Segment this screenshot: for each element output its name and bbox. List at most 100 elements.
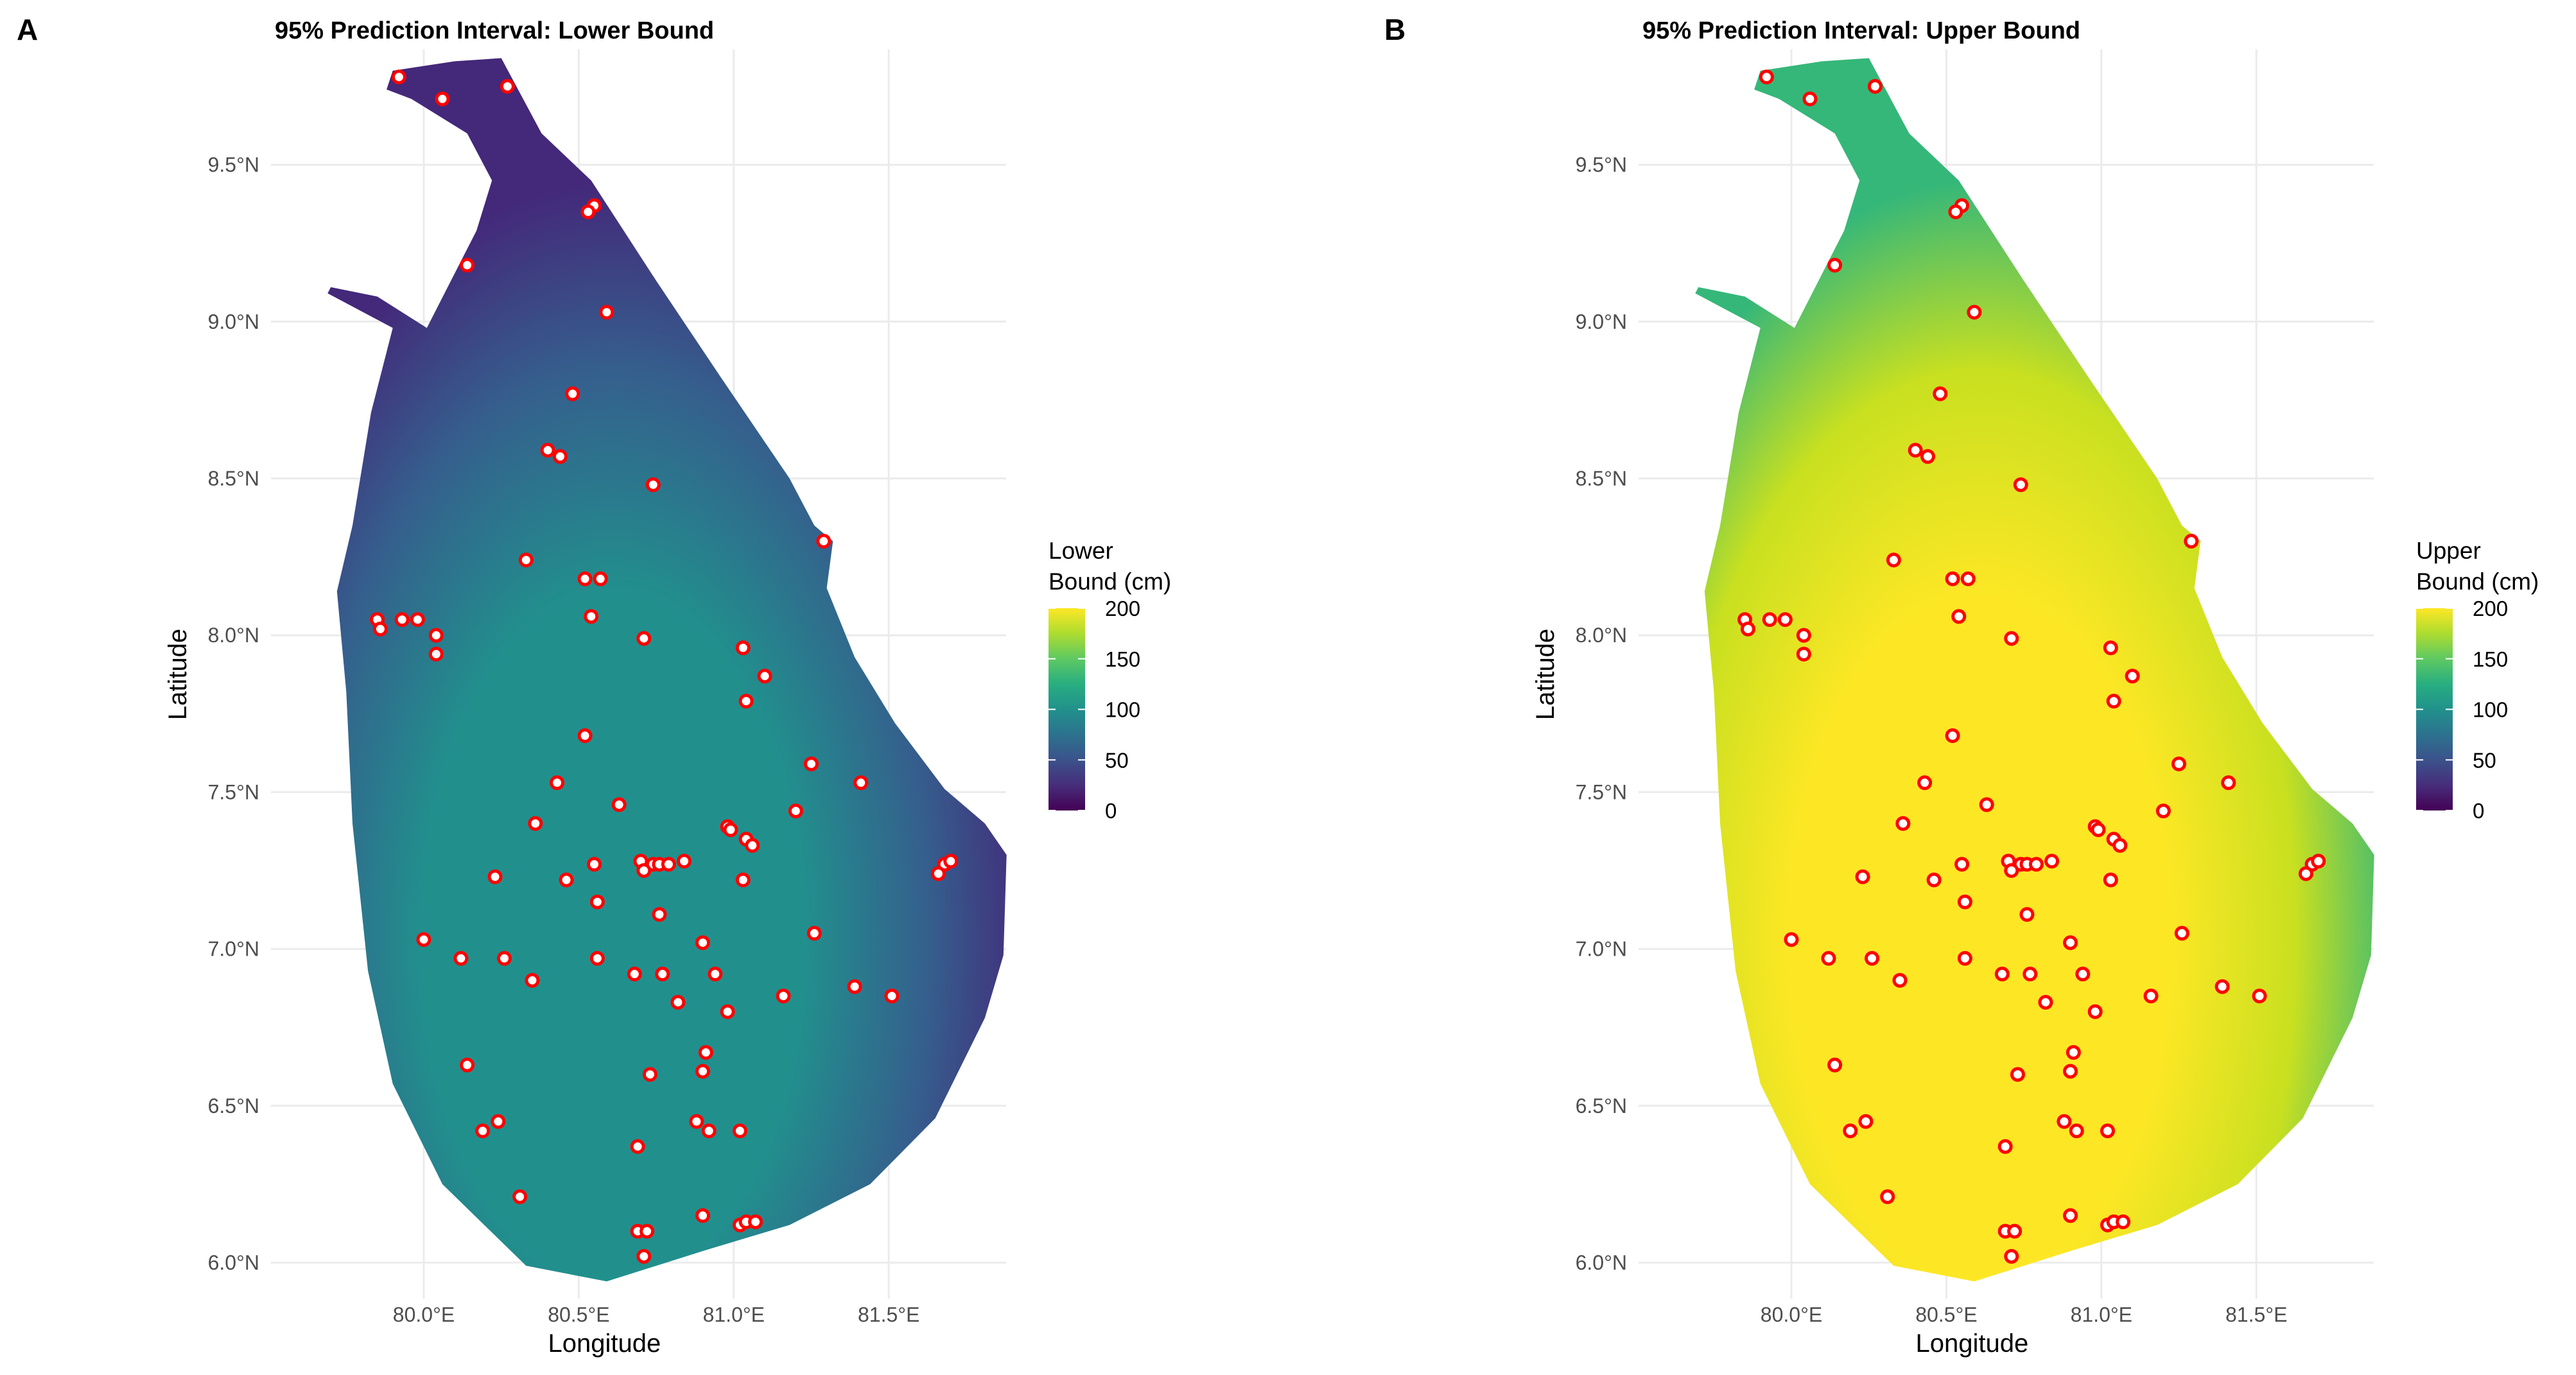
sampling-site-point xyxy=(677,854,692,869)
sampling-site-point xyxy=(708,967,723,982)
y-tick-label: 6.5°N xyxy=(208,1094,259,1117)
sampling-site-point xyxy=(2063,1064,2078,1079)
sampling-site-point xyxy=(2112,837,2128,853)
x-tick-label: 81.5°E xyxy=(2225,1303,2287,1326)
sampling-site-point xyxy=(1917,775,1933,791)
sampling-site-point xyxy=(599,304,614,320)
x-tick-label: 80.5°E xyxy=(548,1303,609,1326)
sampling-site-point xyxy=(1827,258,1843,273)
colorbar-tick-label: 150 xyxy=(2473,647,2508,671)
sampling-site-point xyxy=(1796,627,1811,643)
colorbar-tick-label: 0 xyxy=(2473,799,2484,823)
sri-lanka-raster xyxy=(1695,58,2374,1282)
sampling-site-point xyxy=(804,756,819,771)
map-panel-b: B 95% Prediction Interval: Upper Bound 80.… xyxy=(1384,13,2539,1358)
sampling-site-point xyxy=(652,907,667,922)
legend-title: Lower xyxy=(1049,538,1113,564)
x-axis-title: Longitude xyxy=(548,1329,661,1358)
y-tick-label: 7.5°N xyxy=(208,780,259,803)
sampling-site-point xyxy=(435,91,450,107)
sampling-site-point xyxy=(1827,1057,1843,1073)
sampling-site-point xyxy=(428,647,444,662)
panel-title: 95% Prediction Interval: Lower Bound xyxy=(275,17,714,44)
sampling-site-point xyxy=(2221,775,2236,791)
sampling-site-point xyxy=(528,816,543,831)
sampling-site-point xyxy=(580,204,596,220)
panel-title: 95% Prediction Interval: Upper Bound xyxy=(1642,17,2080,44)
y-tick-label: 9.0°N xyxy=(1576,310,1627,333)
legend-title: Bound (cm) xyxy=(2416,568,2539,595)
sampling-site-point xyxy=(577,728,593,743)
sampling-site-point xyxy=(1821,950,1836,966)
y-tick-label: 6.5°N xyxy=(1576,1094,1627,1117)
sampling-site-point xyxy=(1867,79,1883,94)
sampling-site-point xyxy=(1994,967,2010,982)
sampling-site-point xyxy=(394,612,410,627)
sampling-site-point xyxy=(735,872,751,888)
sampling-site-point xyxy=(2023,967,2038,982)
colorbar-tick-label: 200 xyxy=(2473,597,2508,620)
sampling-site-point xyxy=(1957,950,1972,966)
x-tick-label: 81.0°E xyxy=(2071,1303,2132,1326)
sampling-site-point xyxy=(1802,91,1818,107)
sampling-site-point xyxy=(2057,1114,2072,1129)
sampling-site-point xyxy=(1843,1123,1858,1139)
colorbar-tick-label: 150 xyxy=(1105,647,1140,671)
sampling-site-point xyxy=(410,612,425,627)
sampling-site-point xyxy=(695,935,711,950)
x-tick-label: 80.0°E xyxy=(1761,1303,1822,1326)
sampling-site-point xyxy=(636,631,652,646)
y-axis-title: Latitude xyxy=(1531,629,1560,720)
sampling-site-point xyxy=(2184,534,2199,549)
x-axis-title: Longitude xyxy=(1916,1329,2029,1358)
sampling-site-point xyxy=(1945,571,1960,586)
sampling-site-point xyxy=(577,571,593,586)
y-tick-label: 8.5°N xyxy=(208,467,259,490)
sampling-site-point xyxy=(748,1214,763,1230)
sampling-site-point xyxy=(491,1114,506,1129)
sampling-site-point xyxy=(695,1064,711,1079)
sampling-site-point xyxy=(584,609,599,624)
colorbar-tick-label: 100 xyxy=(1105,698,1140,722)
sampling-site-point xyxy=(745,837,760,853)
sampling-site-point xyxy=(2087,1004,2103,1019)
y-tick-label: 8.0°N xyxy=(208,624,259,647)
sampling-site-point xyxy=(552,449,568,464)
sampling-site-point xyxy=(2069,1123,2084,1139)
sampling-site-point xyxy=(2215,979,2230,994)
sampling-site-point xyxy=(1858,1114,1874,1129)
sampling-site-point xyxy=(565,386,580,401)
x-tick-label: 80.0°E xyxy=(393,1303,455,1326)
colorbar-tick-label: 100 xyxy=(2473,698,2508,722)
sampling-site-point xyxy=(589,950,605,966)
sampling-site-point xyxy=(2116,1214,2131,1230)
sampling-site-point xyxy=(475,1123,491,1139)
sampling-site-point xyxy=(661,857,676,872)
legend-title: Upper xyxy=(2416,538,2481,564)
sampling-site-point xyxy=(689,1114,704,1129)
sampling-site-point xyxy=(732,1123,747,1139)
sampling-site-point xyxy=(695,1208,711,1223)
sampling-site-point xyxy=(816,534,831,549)
sampling-site-point xyxy=(587,857,602,872)
sampling-site-point xyxy=(1948,204,1963,220)
sampling-site-point xyxy=(720,1004,735,1019)
sampling-site-point xyxy=(2311,854,2326,869)
sampling-site-point xyxy=(636,1248,652,1264)
sampling-site-point xyxy=(735,640,751,656)
sampling-site-point xyxy=(525,972,540,988)
sampling-site-point xyxy=(701,1123,717,1139)
sampling-site-point xyxy=(1997,1139,2013,1154)
sampling-site-point xyxy=(2028,857,2044,872)
sampling-site-point xyxy=(512,1189,528,1204)
sampling-site-point xyxy=(2100,1123,2115,1139)
sampling-site-point xyxy=(738,694,754,709)
sampling-site-point xyxy=(1926,872,1942,888)
sampling-site-point xyxy=(670,995,686,1010)
sampling-site-point xyxy=(806,925,822,941)
sampling-site-point xyxy=(1886,552,1901,568)
sampling-site-point xyxy=(853,775,869,791)
sampling-site-point xyxy=(391,69,406,85)
y-tick-label: 9.0°N xyxy=(208,310,259,333)
